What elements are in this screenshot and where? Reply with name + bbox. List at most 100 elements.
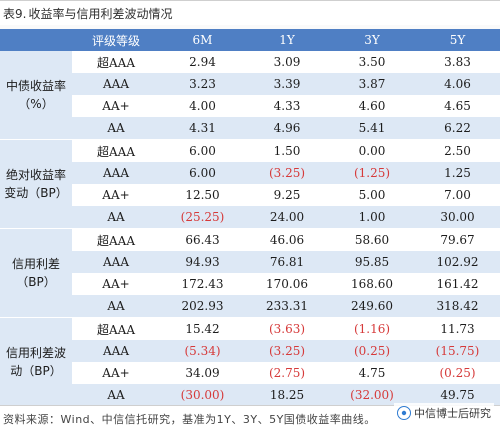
rating-cell: AA+ [72,95,160,117]
rating-cell: 超AAA [72,139,160,162]
value-cell: 249.60 [329,295,415,318]
rating-cell: AAA [72,340,160,362]
rating-cell: AA+ [72,273,160,295]
value-cell: 24.00 [245,206,329,229]
value-cell: 318.42 [415,295,500,318]
table-row: AAA (5.34) (3.25) (0.25) (15.75) [0,340,500,362]
value-cell: 4.31 [160,117,245,140]
figure-number: 表9. [3,6,27,21]
value-cell: 2.50 [415,139,500,162]
value-cell: 5.00 [329,184,415,206]
table-row: AA 4.31 4.96 5.41 6.22 [0,117,500,140]
value-cell: 30.00 [415,206,500,229]
value-cell: 3.87 [329,73,415,95]
header-5y: 5Y [415,29,500,51]
value-cell: 76.81 [245,251,329,273]
value-cell: 161.42 [415,273,500,295]
value-cell: (1.16) [329,317,415,340]
value-cell: (25.25) [160,206,245,229]
value-cell: 49.75 [415,384,500,406]
value-cell: (30.00) [160,384,245,406]
value-cell: (3.25) [245,162,329,184]
value-cell: 4.60 [329,95,415,117]
value-cell: 168.60 [329,273,415,295]
rating-cell: AA [72,384,160,406]
table-row: AA+ 34.09 (2.75) 4.75 (0.25) [0,362,500,384]
value-cell: 58.60 [329,228,415,251]
value-cell: 46.06 [245,228,329,251]
value-cell: 15.42 [160,317,245,340]
table-row: AAA 3.23 3.39 3.87 4.06 [0,73,500,95]
table-row: AAA 6.00 (3.25) (1.25) 1.25 [0,162,500,184]
value-cell: 9.25 [245,184,329,206]
rating-cell: AAA [72,162,160,184]
value-cell: 12.50 [160,184,245,206]
value-cell: (3.63) [245,317,329,340]
value-cell: (0.25) [329,340,415,362]
table-row: AA+ 4.00 4.33 4.60 4.65 [0,95,500,117]
header-1y: 1Y [245,29,329,51]
table-row: 信用利差波动（BP） 超AAA 15.42 (3.63) (1.16) 11.73 [0,317,500,406]
value-cell: 3.83 [415,51,500,73]
value-cell: 6.22 [415,117,500,140]
value-cell: 233.31 [245,295,329,318]
value-cell: 4.06 [415,73,500,95]
value-cell: 4.00 [160,95,245,117]
value-cell: 79.67 [415,228,500,251]
rating-cell: AAA [72,73,160,95]
table-header-row: 评级等级 6M 1Y 3Y 5Y [0,29,500,51]
value-cell: 1.25 [415,162,500,184]
value-cell: 1.00 [329,206,415,229]
category-label: 中债收益率（%） [0,51,72,140]
value-cell: 66.43 [160,228,245,251]
value-cell: (1.25) [329,162,415,184]
header-3y: 3Y [329,29,415,51]
table-body: 中债收益率（%） 超AAA 2.94 3.09 3.50 3.83 AAA 3.23 3.39 3… [0,51,500,406]
rating-cell: AA+ [72,362,160,384]
value-cell: 1.50 [245,139,329,162]
value-cell: (5.34) [160,340,245,362]
value-cell: 0.00 [329,139,415,162]
title-divider [0,25,500,29]
rating-cell: 超AAA [72,228,160,251]
yield-spread-table: 评级等级 6M 1Y 3Y 5Y 中债收益率（%） 超AAA 2.94 3.09 3.5… [0,29,500,406]
table-row: AA 202.93 233.31 249.60 318.42 [0,295,500,318]
rating-cell: AA [72,117,160,140]
table-row: 绝对收益率变动（BP） 超AAA 6.00 1.50 0.00 2.50 [0,139,500,229]
rating-cell: AA [72,206,160,229]
value-cell: 202.93 [160,295,245,318]
rating-cell: AAA [72,251,160,273]
value-cell: (2.75) [245,362,329,384]
value-cell: 95.85 [329,251,415,273]
value-cell: 5.41 [329,117,415,140]
value-cell: 6.00 [160,162,245,184]
table-row: AA (25.25) 24.00 1.00 30.00 [0,206,500,229]
value-cell: 4.33 [245,95,329,117]
figure-title: 表9. 收益率与信用利差波动情况 [0,0,500,25]
table-row: AA+ 12.50 9.25 5.00 7.00 [0,184,500,206]
header-corner-cell [0,29,72,51]
value-cell: 3.09 [245,51,329,73]
watermark: 中信博士后研究 [394,403,494,423]
source-note-text: 资料来源：Wind、中信信托研究，基准为1Y、3Y、5Y国债收益率曲线。 [3,413,376,426]
value-cell: 3.23 [160,73,245,95]
value-cell: 172.43 [160,273,245,295]
table-row: AA+ 172.43 170.06 168.60 161.42 [0,273,500,295]
category-label: 绝对收益率变动（BP） [0,139,72,229]
value-cell: 7.00 [415,184,500,206]
header-6m: 6M [160,29,245,51]
value-cell: 6.00 [160,139,245,162]
value-cell: 4.75 [329,362,415,384]
rating-cell: AA [72,295,160,318]
rating-cell: 超AAA [72,317,160,340]
header-rating: 评级等级 [72,29,160,51]
rating-cell: AA+ [72,184,160,206]
value-cell: 4.65 [415,95,500,117]
value-cell: 34.09 [160,362,245,384]
figure-title-text: 收益率与信用利差波动情况 [28,6,173,21]
source-note: 资料来源：Wind、中信信托研究，基准为1Y、3Y、5Y国债收益率曲线。 [0,405,500,432]
value-cell: 94.93 [160,251,245,273]
table-row: AAA 94.93 76.81 95.85 102.92 [0,251,500,273]
table-row: 中债收益率（%） 超AAA 2.94 3.09 3.50 3.83 [0,51,500,140]
